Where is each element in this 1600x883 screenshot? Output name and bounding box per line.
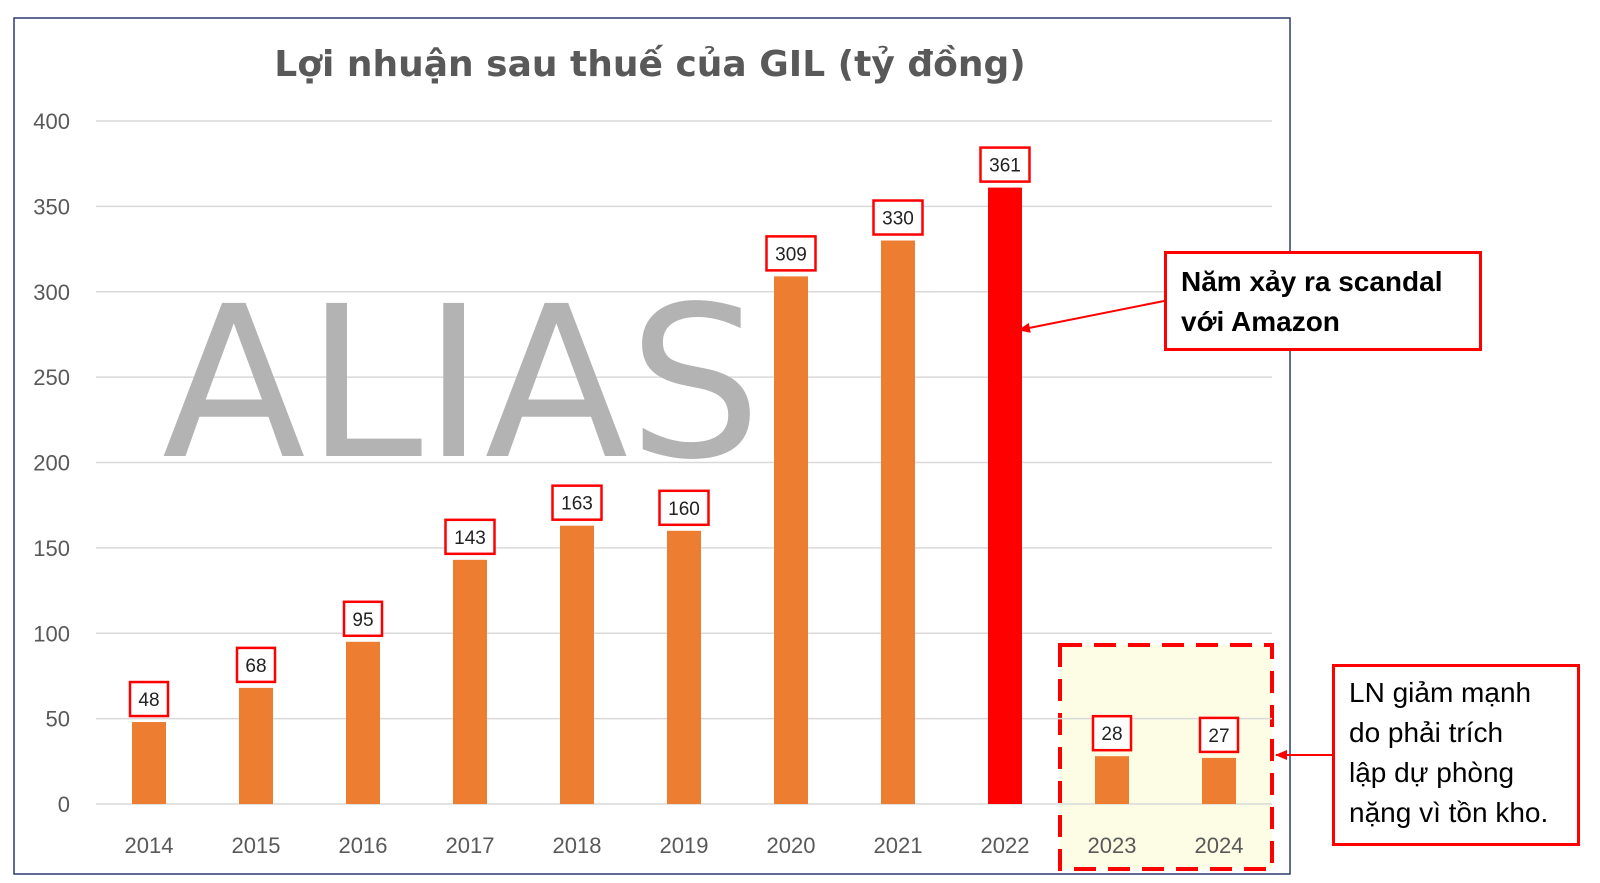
y-tick-label: 150 bbox=[33, 536, 70, 561]
bar bbox=[667, 530, 701, 804]
data-label: 330 bbox=[882, 209, 914, 230]
y-tick-label: 400 bbox=[33, 109, 70, 134]
data-label: 95 bbox=[352, 610, 373, 631]
x-tick-label: 2019 bbox=[660, 833, 709, 858]
data-label: 27 bbox=[1208, 726, 1229, 747]
x-tick-label: 2015 bbox=[232, 833, 281, 858]
provision-callout-line: lập dự phòng bbox=[1349, 757, 1515, 788]
chart-title: Lợi nhuận sau thuế của GIL (tỷ đồng) bbox=[274, 44, 1025, 85]
data-label-box bbox=[444, 518, 496, 556]
data-label-box bbox=[1091, 714, 1133, 752]
y-tick-label: 100 bbox=[33, 621, 70, 646]
data-label: 143 bbox=[454, 528, 486, 549]
scandal-callout-line: với Amazon bbox=[1181, 306, 1340, 337]
data-label-box bbox=[551, 484, 603, 521]
bar bbox=[239, 687, 273, 804]
data-label: 48 bbox=[138, 690, 159, 711]
data-label-box bbox=[872, 199, 924, 236]
data-label: 309 bbox=[775, 244, 807, 265]
provision-callout-line: LN giảm mạnh bbox=[1349, 677, 1532, 708]
data-label-box bbox=[1198, 716, 1240, 754]
watermark: ALIAS bbox=[162, 261, 762, 506]
provision-callout-line: nặng vì tồn kho. bbox=[1349, 797, 1549, 828]
bar bbox=[1095, 756, 1129, 804]
x-tick-label: 2017 bbox=[446, 833, 495, 858]
data-label-box bbox=[342, 600, 384, 638]
provision-callout: LN giảm mạnh do phải trích lập dự phòng … bbox=[1332, 664, 1580, 846]
bar bbox=[881, 240, 915, 804]
data-label: 160 bbox=[668, 499, 700, 520]
y-tick-label: 250 bbox=[33, 365, 70, 390]
y-tick-label: 300 bbox=[33, 280, 70, 305]
x-tick-label: 2022 bbox=[981, 833, 1030, 858]
data-label-box bbox=[658, 489, 710, 527]
x-tick-label: 2018 bbox=[553, 833, 602, 858]
y-tick-label: 50 bbox=[46, 707, 70, 732]
x-tick-label: 2024 bbox=[1195, 833, 1244, 858]
bar bbox=[560, 525, 594, 804]
data-label: 28 bbox=[1101, 724, 1122, 745]
axis-labels: 0 50 100 150 200 250 300 350 400 2014 2015 2016 2017… bbox=[33, 109, 1243, 858]
x-tick-label: 2023 bbox=[1088, 833, 1137, 858]
bar bbox=[132, 722, 166, 804]
data-label-box bbox=[128, 680, 170, 718]
data-label: 163 bbox=[561, 494, 593, 515]
data-label: 361 bbox=[989, 156, 1021, 177]
x-tick-label: 2014 bbox=[125, 833, 174, 858]
bar bbox=[1202, 757, 1236, 804]
bar bbox=[774, 276, 808, 804]
scandal-callout: Năm xảy ra scandal với Amazon bbox=[1164, 251, 1482, 351]
data-label: 68 bbox=[245, 656, 266, 677]
bar bbox=[453, 559, 487, 804]
y-tick-label: 200 bbox=[33, 451, 70, 476]
y-tick-label: 0 bbox=[58, 792, 70, 817]
x-tick-label: 2016 bbox=[339, 833, 388, 858]
provision-callout-line: do phải trích bbox=[1349, 717, 1504, 748]
scandal-arrow bbox=[1018, 300, 1165, 333]
bar bbox=[988, 187, 1022, 804]
bar bbox=[346, 641, 380, 804]
scandal-callout-line: Năm xảy ra scandal bbox=[1181, 266, 1443, 297]
x-tick-label: 2020 bbox=[767, 833, 816, 858]
data-label-box bbox=[235, 646, 277, 684]
y-tick-label: 350 bbox=[33, 194, 70, 219]
bars: 48 68 95 143 163 160 309 330 361 28 27 bbox=[128, 146, 1240, 804]
data-label-box bbox=[979, 146, 1031, 183]
x-tick-label: 2021 bbox=[874, 833, 923, 858]
data-label-box bbox=[765, 235, 817, 272]
